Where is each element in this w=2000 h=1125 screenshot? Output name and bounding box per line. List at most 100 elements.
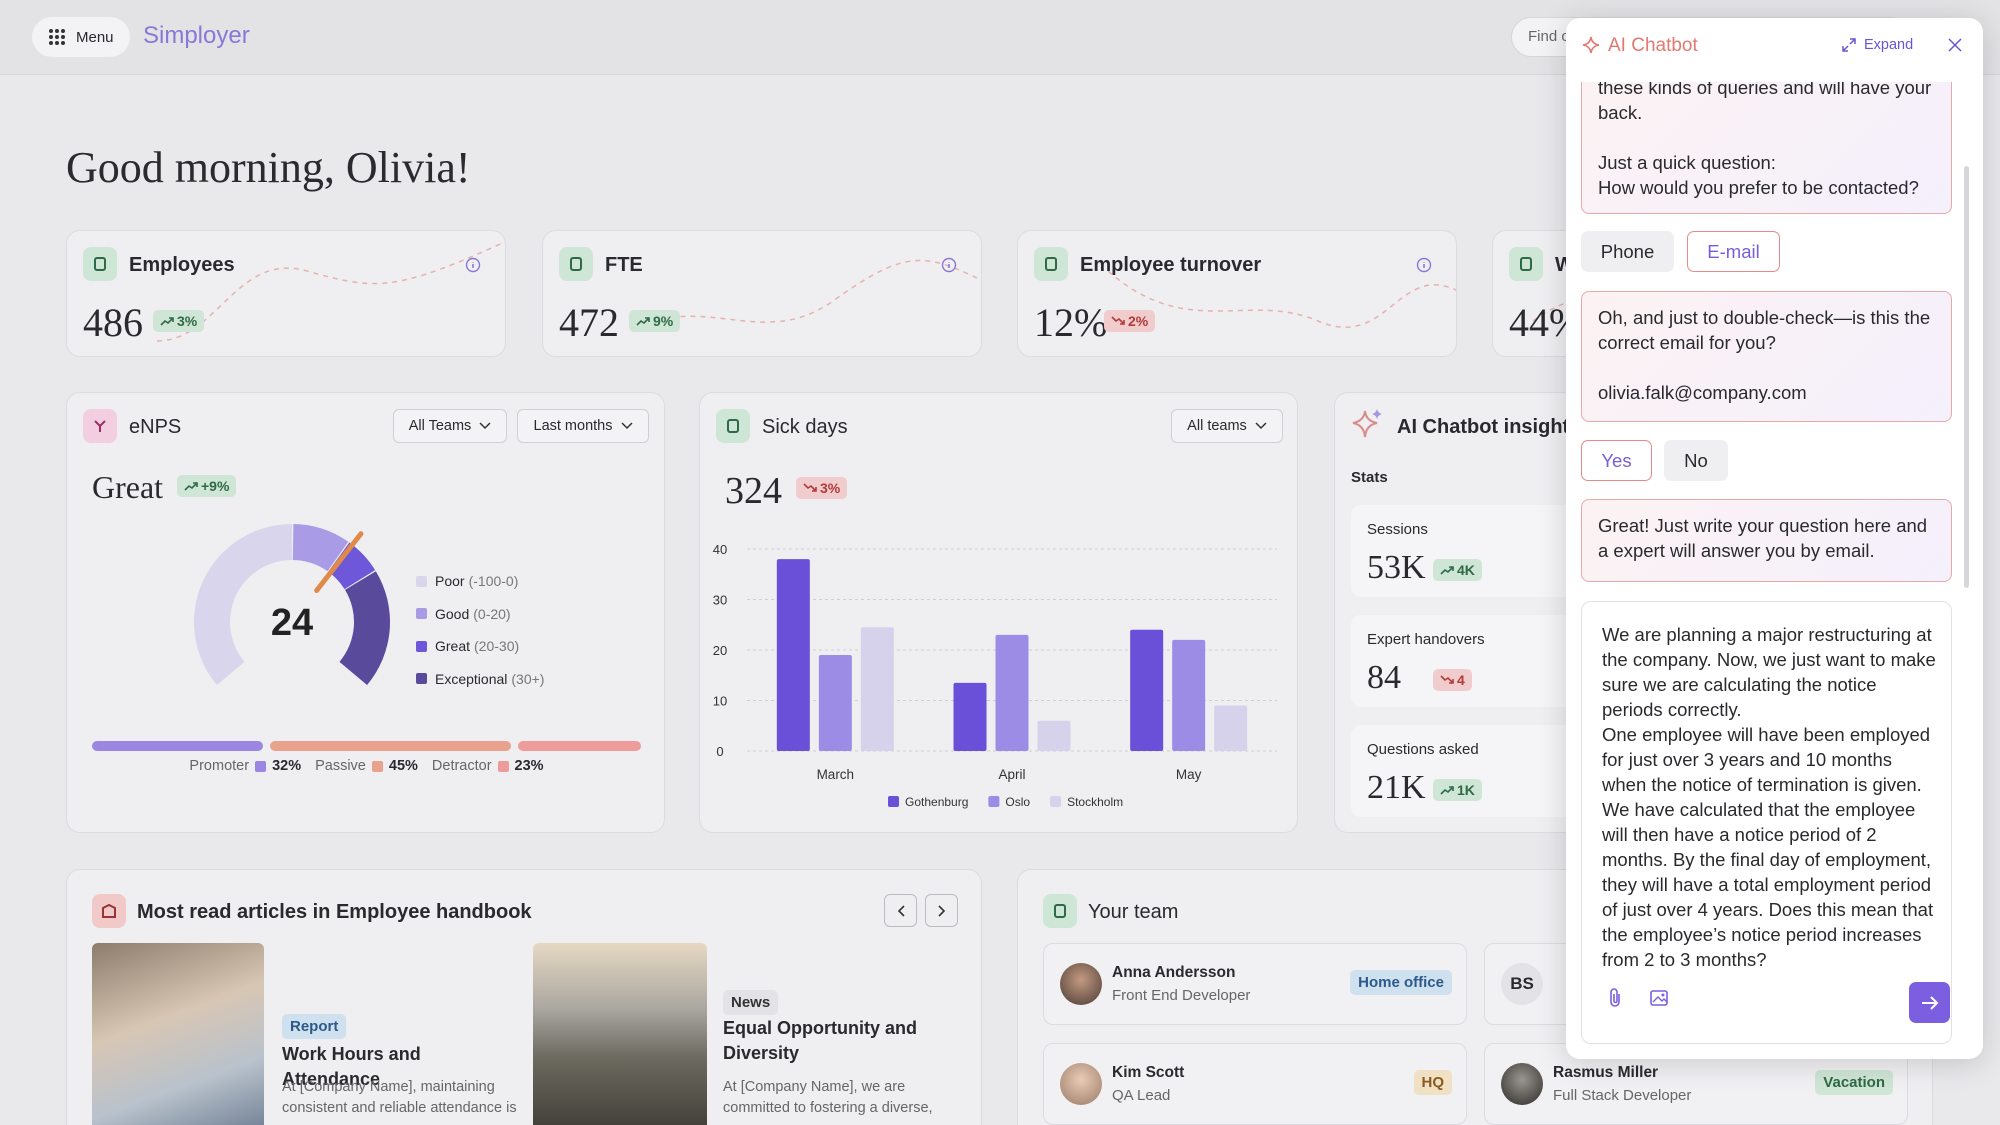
article-image[interactable] <box>533 943 707 1125</box>
icon-shape <box>1045 257 1057 271</box>
period-filter[interactable]: Last months <box>517 409 649 443</box>
close-button[interactable] <box>1948 38 1962 52</box>
trend-arrow <box>1440 675 1454 684</box>
image-button[interactable] <box>1650 988 1670 1008</box>
enps-score: 24 <box>271 602 313 644</box>
arrow-path <box>160 317 174 326</box>
arrow-path <box>803 483 817 492</box>
y-tick-label: 30 <box>713 593 727 608</box>
kpi-value: 12% <box>1034 300 1108 345</box>
option-button[interactable]: E-mail <box>1687 231 1780 272</box>
article-title[interactable]: Equal Opportunity and Diversity <box>723 1018 917 1063</box>
info-ring <box>465 257 481 273</box>
card-title: Sick days <box>762 416 848 438</box>
trend-arrow <box>1440 566 1454 575</box>
article-excerpt: At [Company Name], we are committed to f… <box>723 1079 933 1116</box>
chat-title: AI Chatbot <box>1608 35 1698 56</box>
kpi-icon <box>1509 247 1543 281</box>
arrow-path <box>1440 675 1454 684</box>
member-card[interactable]: Anna Andersson Front End Developer Home … <box>1043 943 1467 1025</box>
sparkline-path <box>632 259 981 332</box>
split-label: Detractor 23% <box>432 758 544 774</box>
option-button[interactable]: Phone <box>1581 231 1674 272</box>
stats-heading: Stats <box>1351 469 1388 486</box>
sparkline-path <box>1107 270 1456 328</box>
stat-label: Sessions <box>1367 521 1428 538</box>
bot-message: these kinds of queries and will have you… <box>1581 82 1952 214</box>
chevron <box>1255 422 1267 430</box>
stat-value: 53K <box>1367 549 1426 586</box>
sparkline <box>1107 270 1456 328</box>
bar <box>995 634 1029 751</box>
send-button[interactable] <box>1909 982 1950 1023</box>
arrow-path <box>184 482 198 491</box>
legend-item: Great (20-30) <box>416 630 544 663</box>
icon-shape <box>1520 257 1532 271</box>
trend-arrow <box>1440 786 1454 795</box>
bar <box>1172 639 1206 751</box>
info-icon <box>1416 257 1432 273</box>
icon-glyph <box>1045 257 1057 271</box>
kpi-value: 472 <box>559 300 619 345</box>
split-swatch <box>371 760 383 772</box>
stat-value: 84 <box>1367 659 1401 696</box>
kpi-title: Employees <box>129 254 235 276</box>
split-label: Passive 45% <box>315 758 418 774</box>
greeting: Good morning, Olivia! <box>66 143 471 192</box>
bar <box>1130 629 1164 751</box>
member-role: Full Stack Developer <box>1553 1087 1692 1104</box>
split-label: Promoter 32% <box>189 758 301 774</box>
arrow-path <box>1440 566 1454 575</box>
expand-label: Expand <box>1864 37 1914 53</box>
menu-button[interactable]: Menu <box>32 17 130 57</box>
team-filter[interactable]: All teams <box>1171 409 1283 443</box>
change-value: 9% <box>653 313 674 329</box>
change-value: 3% <box>177 313 198 329</box>
attach-button[interactable] <box>1606 987 1624 1009</box>
change-badge: 2% <box>1104 310 1156 332</box>
kpi-icon <box>1034 247 1068 281</box>
bar-chart: 0 10 20 30 40 March April May Gothenburg Oslo Stoc… <box>713 542 1277 809</box>
prev-button[interactable] <box>884 894 917 927</box>
menu-label: Menu <box>76 28 114 46</box>
member-card[interactable]: Kim Scott QA Lead HQ <box>1043 1043 1467 1125</box>
message-input[interactable]: We are planning a major restructuring at… <box>1581 601 1952 1044</box>
score-split: Promoter 32% Passive 45% Detractor 23% <box>67 393 664 832</box>
legend-label: Stockholm <box>1067 795 1123 809</box>
chevron-left <box>897 904 905 917</box>
expand-icon <box>1842 38 1856 52</box>
article-excerpt: At [Company Name], maintaining consisten… <box>282 1079 517 1116</box>
split-name: Passive <box>315 758 366 774</box>
kpi-title: FTE <box>605 254 643 276</box>
option-button[interactable]: Yes <box>1581 440 1652 481</box>
article-image[interactable] <box>92 943 264 1125</box>
chevron <box>479 422 491 430</box>
article-title[interactable]: Work Hours and Attendance <box>282 1044 421 1089</box>
legend-label: Good <box>435 605 470 622</box>
message-paragraph: We are planning a major restructuring at… <box>1602 622 1937 972</box>
gauge-needle <box>314 531 364 593</box>
team-filter[interactable]: All Teams <box>393 409 507 443</box>
legend-item: Poor (-100-0) <box>416 565 544 598</box>
message-line: olivia.falk@company.com <box>1598 382 1807 403</box>
y-tick-label: 10 <box>713 694 727 709</box>
info-ring <box>941 257 957 273</box>
team-icon <box>1043 894 1077 928</box>
kpi-icon <box>83 247 117 281</box>
chevron-right <box>937 904 945 917</box>
kpi-value: 486 <box>83 300 143 345</box>
message-paragraph: these kinds of queries and will have you… <box>1598 82 1935 125</box>
change-badge: +9% <box>177 475 237 497</box>
option-button[interactable]: No <box>1664 440 1728 481</box>
scrollbar <box>1964 166 1969 588</box>
filter-label: All Teams <box>408 418 472 434</box>
trend-arrow <box>636 317 650 326</box>
enps-rating: Great <box>92 469 164 505</box>
card-title: Your team <box>1088 901 1179 923</box>
next-button[interactable] <box>925 894 958 927</box>
split-swatch <box>255 760 267 772</box>
expand-button[interactable]: Expand <box>1842 37 1913 53</box>
trend-arrow <box>803 483 817 492</box>
legend-range: (20-30) <box>474 638 520 655</box>
message-paragraph: Just a quick question: How would you pref… <box>1598 150 1935 200</box>
